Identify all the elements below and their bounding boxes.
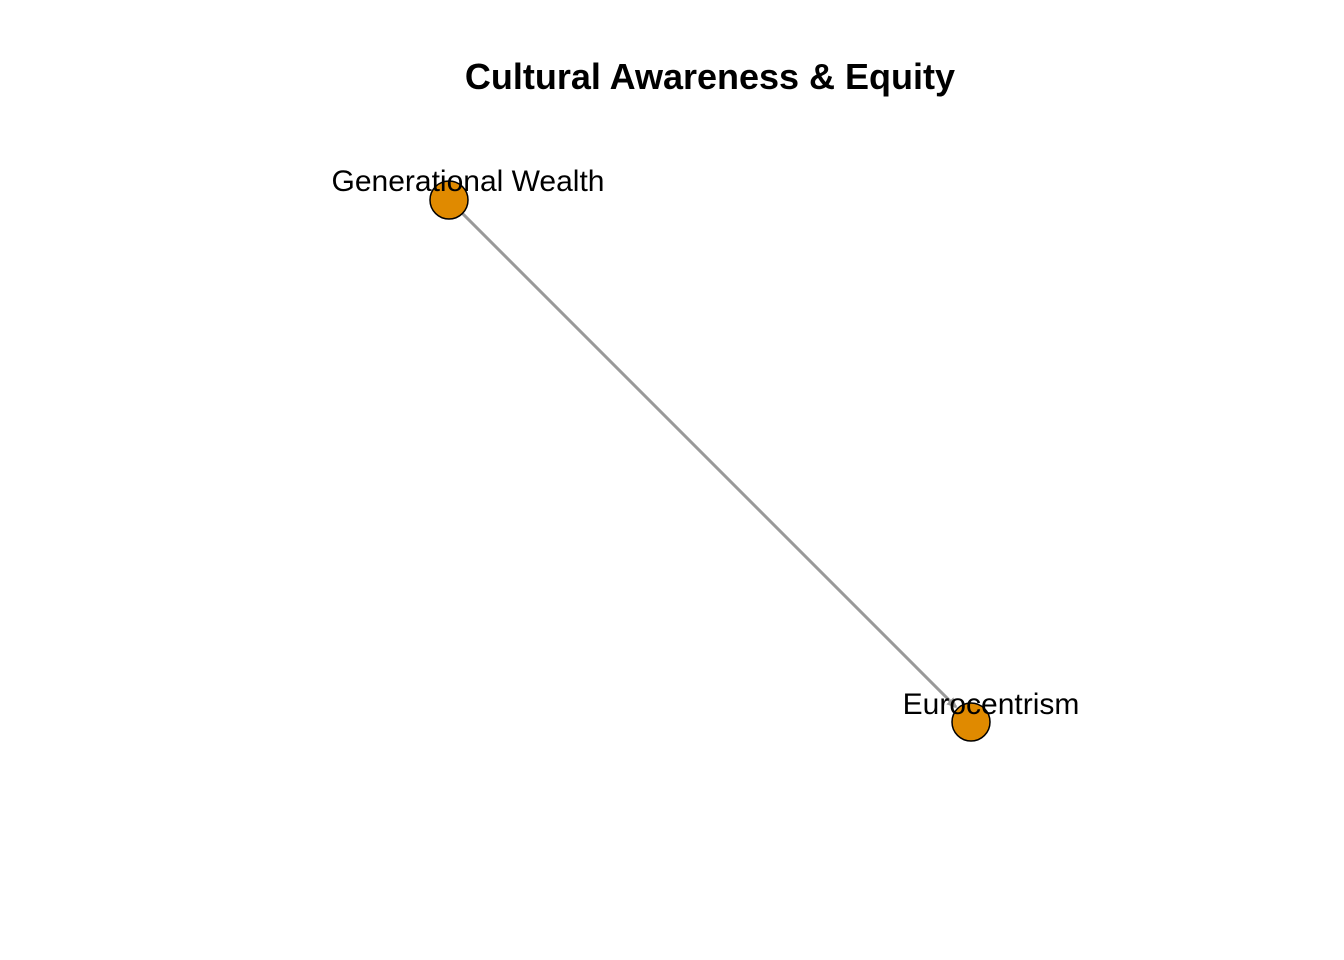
node-eurocentrism: Eurocentrism — [903, 688, 1080, 742]
node-generational-wealth: Generational Wealth — [332, 165, 605, 220]
node-label: Generational Wealth — [332, 165, 605, 198]
node-circle — [951, 702, 991, 742]
nodes-layer: Generational Wealth Eurocentrism — [332, 165, 1080, 742]
edge-generational-wealth-to-eurocentrism — [461, 212, 958, 709]
node-circle — [429, 180, 469, 220]
node-label: Eurocentrism — [903, 688, 1080, 721]
edges-layer — [461, 212, 958, 709]
